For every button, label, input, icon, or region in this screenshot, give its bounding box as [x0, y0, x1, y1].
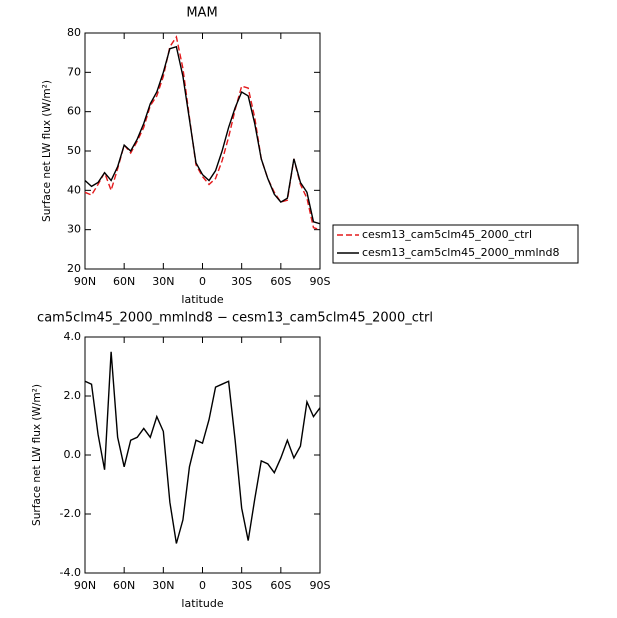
plot-frame: [84, 32, 321, 270]
plot-frame: [84, 336, 321, 574]
y-tick-label: 40: [67, 183, 81, 196]
y-axis-label: Surface net LW flux (W/m²): [31, 384, 43, 526]
x-tick-label: 60S: [270, 275, 291, 288]
x-axis-label: latitude: [181, 597, 223, 610]
y-tick-label: 80: [67, 26, 81, 39]
y-tick-label: 4.0: [64, 330, 82, 343]
y-tick-label: 50: [67, 144, 81, 157]
legend-box: [332, 224, 579, 264]
data-line: [84, 35, 321, 231]
x-tick-label: 30N: [152, 275, 174, 288]
legend-label: cesm13_cam5clm45_2000_mmlnd8: [362, 246, 560, 259]
x-tick-label: 60N: [113, 579, 135, 592]
y-tick-label: -4.0: [60, 566, 81, 579]
x-tick-label: 30S: [231, 579, 252, 592]
data-line: [84, 45, 321, 225]
y-axis-label: Surface net LW flux (W/m²): [41, 80, 53, 222]
x-tick-label: 90N: [74, 579, 96, 592]
data-line: [84, 351, 321, 544]
y-tick-label: -2.0: [60, 507, 81, 520]
chart-title: MAM: [186, 6, 217, 21]
y-tick-label: 20: [67, 262, 81, 275]
y-tick-label: 70: [67, 65, 81, 78]
y-tick-label: 0.0: [64, 448, 82, 461]
x-tick-label: 60S: [270, 579, 291, 592]
legend-label: cesm13_cam5clm45_2000_ctrl: [362, 228, 532, 241]
x-tick-label: 90S: [310, 579, 331, 592]
x-axis-label: latitude: [181, 293, 223, 306]
x-tick-label: 60N: [113, 275, 135, 288]
y-tick-label: 2.0: [64, 389, 82, 402]
x-tick-label: 30S: [231, 275, 252, 288]
x-tick-label: 0: [199, 579, 206, 592]
y-tick-label: 60: [67, 105, 81, 118]
x-tick-label: 90N: [74, 275, 96, 288]
x-tick-label: 0: [199, 275, 206, 288]
x-tick-label: 30N: [152, 579, 174, 592]
chart-title: cam5clm45_2000_mmlnd8 − cesm13_cam5clm45…: [37, 311, 433, 326]
y-tick-label: 30: [67, 223, 81, 236]
x-tick-label: 90S: [310, 275, 331, 288]
